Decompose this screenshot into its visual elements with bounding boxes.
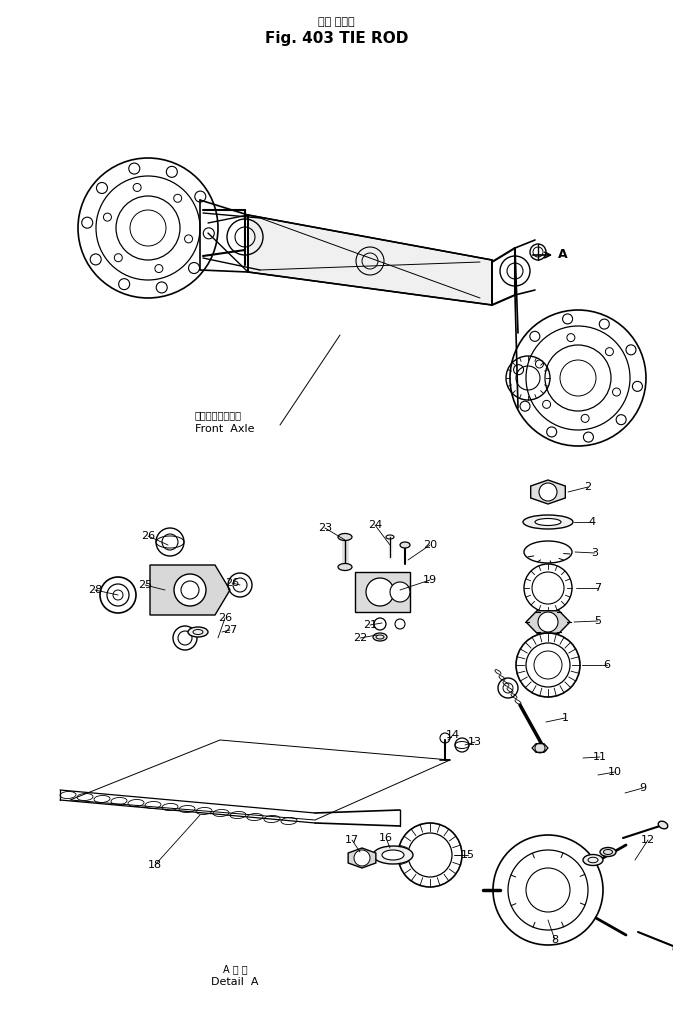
Circle shape [539, 483, 557, 501]
Ellipse shape [382, 850, 404, 860]
Text: 3: 3 [592, 548, 598, 558]
Text: A 部 詳: A 部 詳 [223, 964, 247, 974]
Polygon shape [248, 215, 492, 305]
Circle shape [538, 612, 558, 632]
Text: Fig. 403 TIE ROD: Fig. 403 TIE ROD [264, 30, 409, 46]
Polygon shape [531, 480, 565, 504]
Text: 4: 4 [588, 517, 596, 527]
Ellipse shape [524, 541, 572, 563]
Text: 24: 24 [368, 520, 382, 530]
Text: 28: 28 [88, 585, 102, 595]
Text: 21: 21 [363, 620, 377, 630]
Text: 10: 10 [608, 767, 622, 777]
Ellipse shape [373, 633, 387, 641]
Ellipse shape [658, 821, 668, 828]
Circle shape [174, 574, 206, 606]
Text: 11: 11 [593, 752, 607, 762]
Ellipse shape [523, 515, 573, 529]
Polygon shape [348, 848, 376, 868]
Polygon shape [526, 610, 570, 634]
Polygon shape [532, 743, 548, 752]
Text: 7: 7 [594, 583, 602, 593]
Circle shape [366, 578, 394, 606]
Text: 19: 19 [423, 575, 437, 585]
Text: 12: 12 [641, 835, 655, 845]
Ellipse shape [373, 846, 413, 864]
Text: 13: 13 [468, 737, 482, 747]
Text: 8: 8 [551, 935, 559, 945]
Polygon shape [355, 572, 410, 612]
Text: 23: 23 [318, 523, 332, 533]
Text: 26: 26 [141, 531, 155, 541]
Ellipse shape [400, 542, 410, 548]
Text: 9: 9 [639, 783, 647, 793]
Text: フロントアクスル: フロントアクスル [195, 410, 242, 420]
Text: 5: 5 [594, 615, 602, 626]
Text: Front  Axle: Front Axle [195, 424, 254, 434]
Polygon shape [70, 740, 450, 820]
Text: 1: 1 [561, 713, 569, 723]
Text: 26: 26 [218, 613, 232, 623]
Text: 2: 2 [584, 482, 592, 492]
Circle shape [354, 850, 370, 866]
Text: 6: 6 [604, 660, 610, 670]
Circle shape [390, 582, 410, 602]
Text: タイ ロッド: タイ ロッド [318, 17, 355, 27]
Text: A: A [558, 248, 567, 262]
Text: Detail  A: Detail A [211, 977, 258, 987]
Text: 14: 14 [446, 730, 460, 740]
Text: 16: 16 [379, 832, 393, 843]
Ellipse shape [188, 627, 208, 637]
Text: 15: 15 [461, 850, 475, 860]
Ellipse shape [583, 855, 603, 866]
Text: 17: 17 [345, 835, 359, 845]
Text: 20: 20 [423, 540, 437, 550]
Ellipse shape [600, 848, 616, 857]
Text: 26: 26 [225, 578, 239, 588]
Polygon shape [150, 565, 230, 615]
Circle shape [181, 581, 199, 599]
Text: 25: 25 [138, 580, 152, 590]
Ellipse shape [338, 533, 352, 540]
Ellipse shape [338, 564, 352, 571]
Text: 27: 27 [223, 625, 237, 635]
Text: 18: 18 [148, 860, 162, 870]
Text: 22: 22 [353, 633, 367, 643]
Ellipse shape [535, 518, 561, 525]
